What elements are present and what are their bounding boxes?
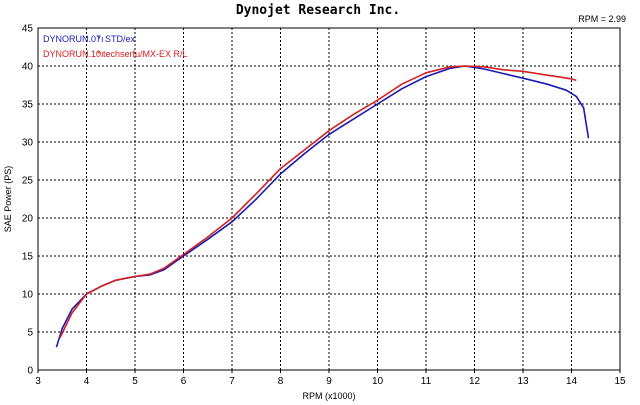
y-tick-label: 0	[27, 366, 33, 377]
x-tick-label: 13	[517, 376, 529, 387]
x-axis-label: RPM (x1000)	[302, 391, 355, 401]
x-tick-label: 10	[372, 376, 384, 387]
legend-name-1: STD/ex	[105, 34, 136, 44]
legend-run-2: DYNORUN.10ı	[43, 49, 104, 59]
chart-title: Dynojet Research Inc.	[236, 3, 400, 18]
y-tick-label: 10	[22, 290, 34, 301]
legend-name-2: techserfu/MX-EX R/L	[103, 49, 188, 59]
x-tick-label: 5	[132, 376, 138, 387]
plot-frame	[37, 27, 621, 371]
y-tick-label: 25	[22, 176, 34, 187]
y-tick-label: 30	[22, 138, 34, 149]
x-tick-label: 12	[469, 376, 481, 387]
series-line-2	[59, 65, 577, 339]
grid-lines	[38, 28, 620, 370]
x-tick-label: 15	[614, 376, 626, 387]
legend-marker-2: *	[97, 49, 101, 59]
rpm-readout: RPM = 2.99	[578, 14, 626, 24]
legend: DYNORUN.07ı * STD/ex DYNORUN.10ı * techs…	[43, 34, 188, 59]
y-tick-label: 20	[22, 214, 34, 225]
x-tick-label: 9	[326, 376, 332, 387]
series-line-1	[55, 65, 590, 348]
x-tick-label: 6	[181, 376, 187, 387]
x-tick-label: 7	[229, 376, 235, 387]
y-tick-label: 15	[22, 252, 34, 263]
x-tick-label: 11	[421, 376, 432, 387]
legend-run-1: DYNORUN.07ı	[43, 34, 104, 44]
x-tick-label: 8	[278, 376, 284, 387]
y-tick-label: 35	[22, 100, 34, 111]
y-tick-label: 45	[22, 24, 34, 35]
series-lines	[55, 65, 590, 348]
y-tick-label: 5	[27, 328, 33, 339]
x-tick-label: 3	[35, 376, 41, 387]
x-tick-label: 14	[566, 376, 578, 387]
y-axis-label: SAE Power (PS)	[3, 166, 13, 233]
y-tick-label: 40	[22, 62, 34, 73]
x-tick-label: 4	[84, 376, 90, 387]
legend-marker-1: *	[97, 34, 101, 44]
